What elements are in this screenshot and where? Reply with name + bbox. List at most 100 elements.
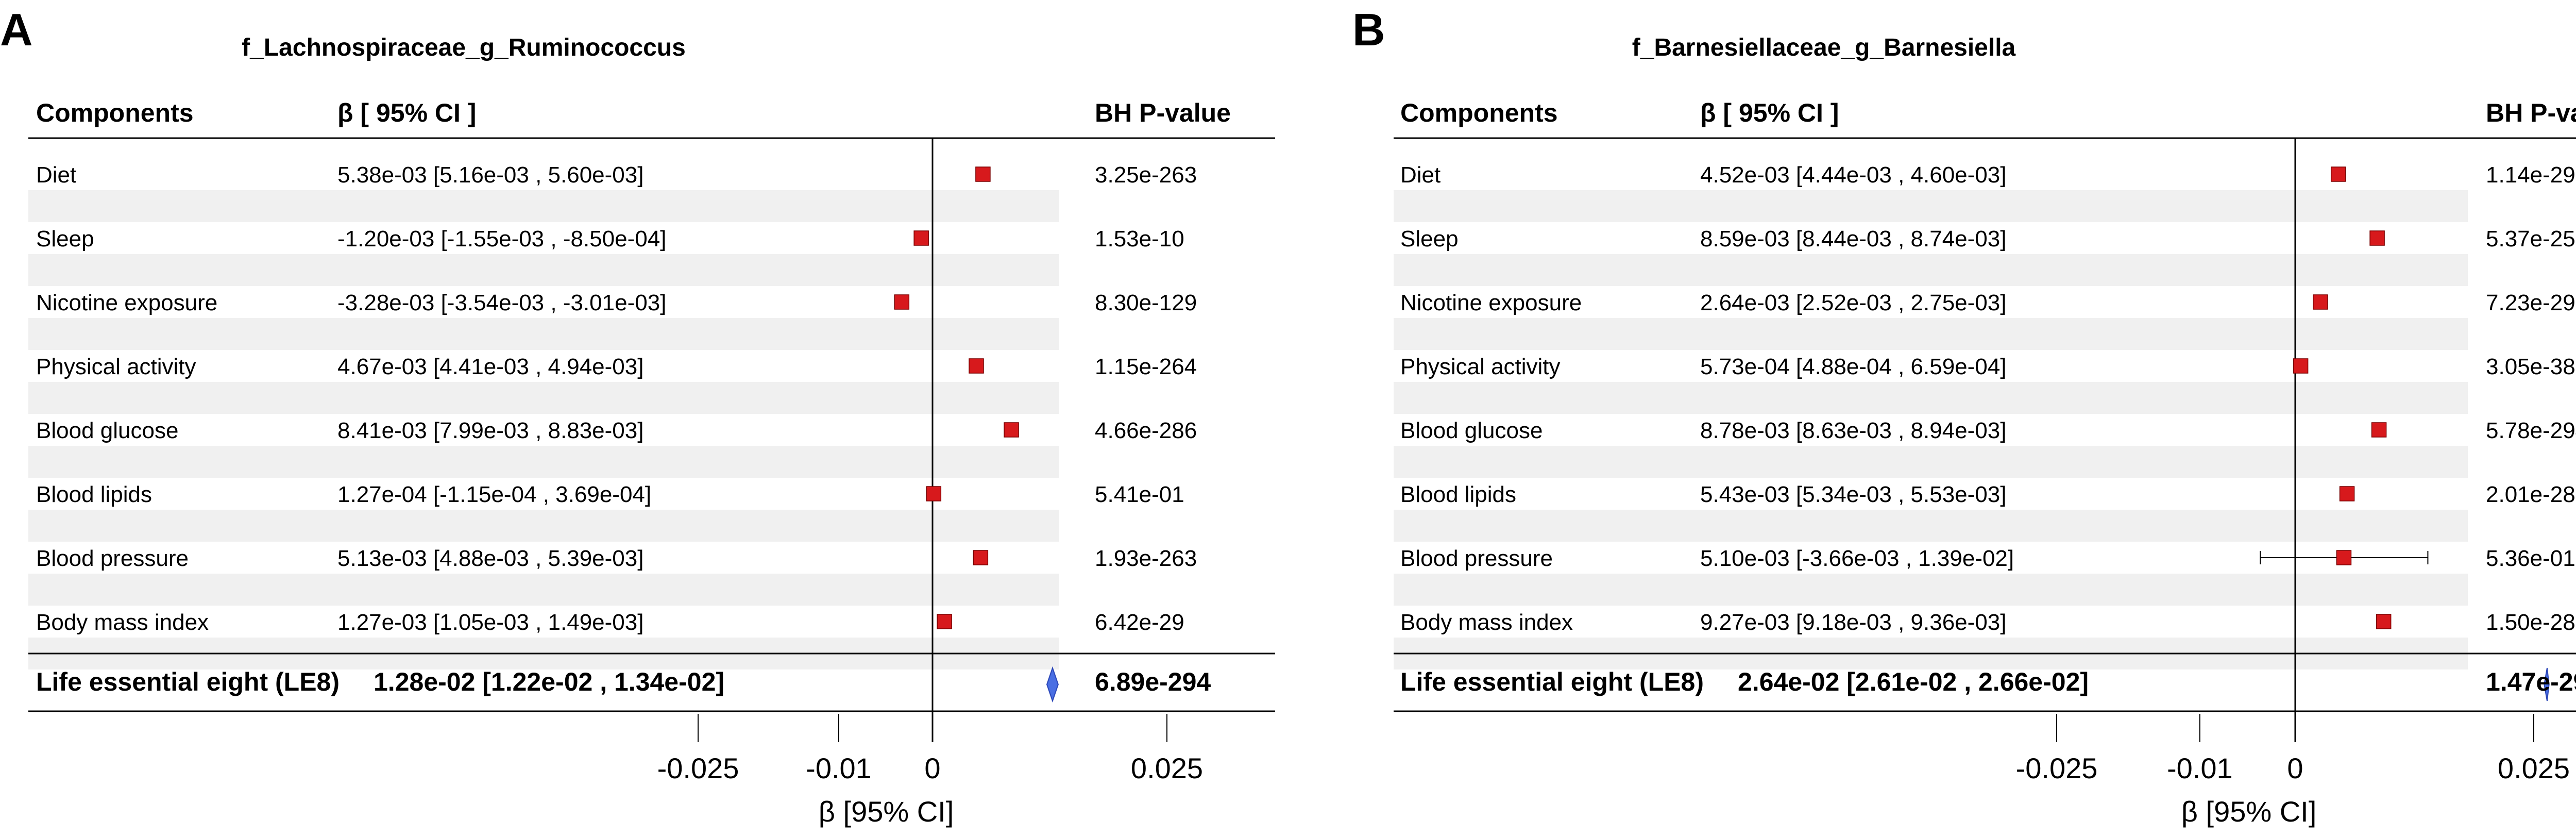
row-ci-text: 5.10e-03 [-3.66e-03 , 1.39e-02] — [1700, 546, 2014, 571]
row-label: Blood lipids — [36, 482, 152, 507]
row-label: Physical activity — [1400, 354, 1561, 379]
row-label: Physical activity — [36, 354, 196, 379]
point-estimate — [894, 294, 910, 310]
point-estimate — [975, 166, 991, 182]
point-estimate — [2330, 166, 2346, 182]
point-estimate — [1004, 422, 1019, 438]
row-p-value: 8.30e-129 — [1095, 290, 1197, 315]
row-p-value: 5.78e-294 — [2486, 418, 2576, 443]
point-estimate — [2313, 294, 2328, 310]
point-estimate — [2293, 358, 2309, 374]
row-stripe — [28, 254, 1059, 286]
row-label: Diet — [1400, 162, 1440, 188]
row-p-value: 6.42e-29 — [1095, 610, 1184, 635]
row-stripe — [1394, 190, 2468, 222]
row-stripe — [28, 318, 1059, 350]
row-p-value: 1.50e-288 — [2486, 610, 2576, 635]
x-tick-label: -0.025 — [657, 752, 739, 784]
panel-label: A — [0, 4, 33, 55]
row-stripe — [28, 190, 1059, 222]
row-ci-text: 5.73e-04 [4.88e-04 , 6.59e-04] — [1700, 354, 2006, 379]
header-components: Components — [1400, 98, 1558, 127]
header-p-value: BH P-value — [2486, 98, 2576, 127]
header-components: Components — [36, 98, 194, 127]
row-label: Blood pressure — [36, 546, 189, 571]
summary-label: Life essential eight (LE8) — [36, 667, 340, 696]
summary-ci-text: 2.64e-02 [2.61e-02 , 2.66e-02] — [1738, 667, 2089, 696]
row-ci-text: 4.52e-03 [4.44e-03 , 4.60e-03] — [1700, 162, 2006, 188]
row-label: Body mass index — [36, 610, 209, 635]
row-p-value: 1.93e-263 — [1095, 546, 1197, 571]
row-label: Nicotine exposure — [1400, 290, 1582, 315]
row-label: Sleep — [36, 226, 94, 252]
row-stripe — [1394, 318, 2468, 350]
row-ci-text: -1.20e-03 [-1.55e-03 , -8.50e-04] — [337, 226, 666, 252]
point-estimate — [937, 614, 952, 629]
row-p-value: 5.37e-258 — [2486, 226, 2576, 252]
row-stripe — [1394, 382, 2468, 414]
row-ci-text: 1.27e-03 [1.05e-03 , 1.49e-03] — [337, 610, 643, 635]
row-ci-text: 5.38e-03 [5.16e-03 , 5.60e-03] — [337, 162, 643, 188]
row-p-value: 5.36e-01 — [2486, 546, 2575, 571]
row-label: Blood glucose — [36, 418, 178, 443]
header-beta-ci: β [ 95% CI ] — [1700, 98, 1839, 127]
header-p-value: BH P-value — [1095, 98, 1231, 127]
row-p-value: 7.23e-293 — [2486, 290, 2576, 315]
row-p-value: 1.15e-264 — [1095, 354, 1197, 379]
row-ci-text: -3.28e-03 [-3.54e-03 , -3.01e-03] — [337, 290, 666, 315]
panel-label: B — [1352, 4, 1385, 55]
summary-p-value: 6.89e-294 — [1095, 667, 1211, 696]
row-label: Blood glucose — [1400, 418, 1543, 443]
point-estimate — [913, 230, 929, 246]
x-tick-label: 0 — [2287, 752, 2303, 784]
row-p-value: 2.01e-287 — [2486, 482, 2576, 507]
point-estimate — [2369, 230, 2385, 246]
row-ci-text: 4.67e-03 [4.41e-03 , 4.94e-03] — [337, 354, 643, 379]
summary-diamond — [1046, 666, 1059, 703]
x-tick-label: -0.025 — [2016, 752, 2098, 784]
row-ci-text: 5.13e-03 [4.88e-03 , 5.39e-03] — [337, 546, 643, 571]
row-label: Nicotine exposure — [36, 290, 217, 315]
point-estimate — [2336, 550, 2352, 565]
row-ci-text: 8.59e-03 [8.44e-03 , 8.74e-03] — [1700, 226, 2006, 252]
summary-p-value: 1.47e-297 — [2486, 667, 2576, 696]
row-ci-text: 2.64e-03 [2.52e-03 , 2.75e-03] — [1700, 290, 2006, 315]
point-estimate — [973, 550, 989, 565]
row-stripe — [1394, 446, 2468, 478]
x-axis-label: β [95% CI] — [2181, 795, 2317, 828]
panel-a: A f_Lachnospiraceae_g_Ruminococcus Compo… — [0, 4, 1275, 828]
row-p-value: 3.25e-263 — [1095, 162, 1197, 188]
row-ci-text: 1.27e-04 [-1.15e-04 , 3.69e-04] — [337, 482, 651, 507]
summary-diamond — [2544, 667, 2550, 701]
x-tick-label: -0.01 — [2167, 752, 2233, 784]
panel-title: f_Barnesiellaceae_g_Barnesiella — [1632, 34, 2016, 61]
row-label: Blood lipids — [1400, 482, 1516, 507]
row-ci-text: 5.43e-03 [5.34e-03 , 5.53e-03] — [1700, 482, 2006, 507]
row-stripe — [28, 446, 1059, 478]
row-p-value: 1.53e-10 — [1095, 226, 1184, 252]
summary-label: Life essential eight (LE8) — [1400, 667, 1704, 696]
row-p-value: 3.05e-38 — [2486, 354, 2575, 379]
panel-b: B f_Barnesiellaceae_g_Barnesiella Compon… — [1352, 4, 2576, 828]
point-estimate — [2339, 486, 2355, 501]
row-stripe — [28, 382, 1059, 414]
row-stripe — [1394, 510, 2468, 542]
row-label: Diet — [36, 162, 76, 188]
row-stripe — [1394, 254, 2468, 286]
row-label: Blood pressure — [1400, 546, 1553, 571]
point-estimate — [2376, 614, 2392, 629]
row-stripe — [28, 574, 1059, 606]
panel-title: f_Lachnospiraceae_g_Ruminococcus — [242, 34, 686, 61]
x-axis-label: β [95% CI] — [819, 795, 954, 828]
point-estimate — [926, 486, 942, 501]
row-label: Sleep — [1400, 226, 1459, 252]
point-estimate — [2371, 422, 2387, 438]
row-p-value: 4.66e-286 — [1095, 418, 1197, 443]
row-stripe — [28, 510, 1059, 542]
point-estimate — [969, 358, 984, 374]
row-label: Body mass index — [1400, 610, 1573, 635]
row-ci-text: 9.27e-03 [9.18e-03 , 9.36e-03] — [1700, 610, 2006, 635]
row-ci-text: 8.78e-03 [8.63e-03 , 8.94e-03] — [1700, 418, 2006, 443]
x-tick-label: 0.025 — [2498, 752, 2570, 784]
x-tick-label: 0 — [924, 752, 940, 784]
